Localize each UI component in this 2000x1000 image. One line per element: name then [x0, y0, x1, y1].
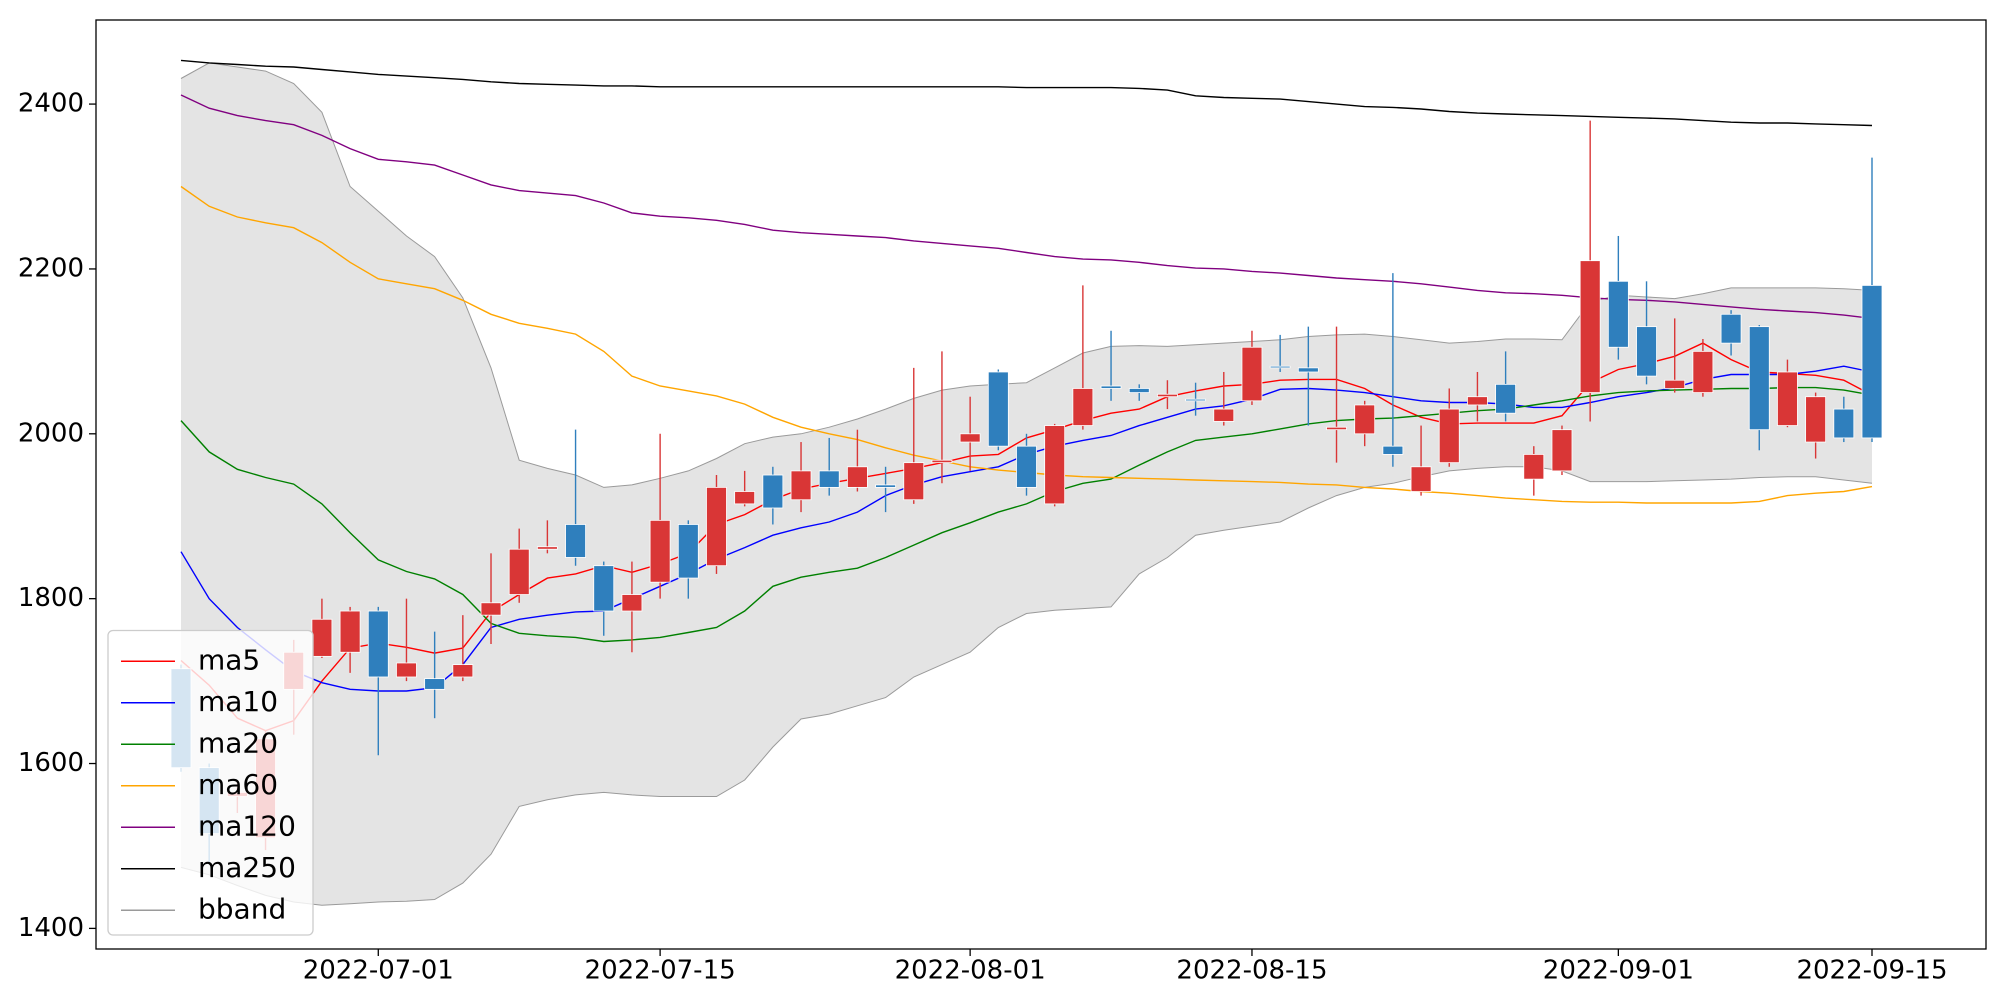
candle-body — [1636, 326, 1657, 377]
x-tick-label: 2022-08-15 — [1176, 956, 1327, 986]
x-tick-label: 2022-07-15 — [585, 956, 736, 986]
candle-body — [1777, 371, 1798, 426]
candle-body — [1297, 367, 1319, 373]
legend-box — [107, 629, 314, 936]
candle-body — [480, 602, 502, 616]
candle-body — [593, 565, 615, 612]
candle-body — [959, 433, 981, 443]
candle-body — [649, 519, 671, 583]
candle-body — [1720, 313, 1742, 344]
y-tick-label: 2400 — [18, 89, 84, 119]
candle-body — [536, 546, 558, 550]
ma-line — [180, 59, 1873, 127]
candle-body — [987, 371, 1009, 447]
candle-body — [903, 462, 925, 501]
candle-body — [1833, 408, 1855, 439]
candle-body — [677, 524, 699, 579]
candle-body — [1185, 398, 1206, 402]
candle-body — [1410, 466, 1432, 492]
candle-body — [1495, 383, 1517, 414]
candle-body — [1748, 326, 1770, 431]
candle-body — [734, 491, 756, 505]
candle-body — [452, 664, 474, 678]
legend-label: bband — [198, 892, 286, 925]
candle-body — [396, 662, 417, 678]
candle-body — [367, 610, 389, 678]
candle-body — [1044, 425, 1066, 505]
legend-label: ma10 — [198, 685, 278, 718]
candle-body — [931, 459, 953, 464]
y-tick-label: 2200 — [18, 253, 84, 283]
candle-body — [847, 466, 868, 488]
bband-line — [180, 466, 1873, 906]
candle-body — [1523, 454, 1545, 480]
candle-body — [424, 678, 446, 690]
legend-label: ma120 — [198, 809, 296, 842]
legend-label: ma250 — [198, 851, 296, 884]
candle-body — [339, 610, 361, 653]
x-tick-label: 2022-07-01 — [303, 956, 454, 986]
candle-body — [1157, 393, 1178, 398]
plot-frame — [95, 19, 1987, 950]
legend: ma5 ma10 ma20 ma60 ma120 ma250 bband — [107, 629, 314, 936]
candle-body — [706, 486, 727, 567]
candle-body — [1326, 426, 1347, 431]
candle-body — [1241, 346, 1263, 402]
legend-label: ma60 — [198, 768, 278, 801]
candle-body — [311, 618, 333, 657]
candle-body — [875, 484, 896, 488]
candle-body — [1467, 396, 1488, 406]
candle-body — [790, 470, 812, 501]
candle-body — [1072, 388, 1094, 426]
candle-body — [1607, 280, 1629, 348]
y-tick-label: 2000 — [18, 418, 84, 448]
candle-body — [1382, 445, 1404, 455]
candle-body — [508, 548, 530, 595]
legend-label: ma5 — [198, 643, 260, 676]
candle-body — [1269, 365, 1291, 369]
candle-body — [1861, 285, 1883, 439]
candle-body — [1100, 385, 1122, 389]
candle-body — [1128, 388, 1150, 393]
candle-body — [1692, 350, 1714, 393]
y-tick-label: 1400 — [18, 913, 84, 943]
candle-body — [1579, 260, 1601, 393]
y-tick-label: 1800 — [18, 583, 84, 613]
x-tick-label: 2022-08-01 — [895, 956, 1046, 986]
candle-body — [621, 594, 643, 612]
candle-body — [1805, 396, 1827, 443]
candle-body — [1016, 445, 1037, 488]
candle-body — [1213, 408, 1235, 422]
candle-body — [1438, 408, 1460, 464]
x-tick-label: 2022-09-15 — [1796, 956, 1947, 986]
candle-body — [1551, 429, 1573, 472]
candle-body — [565, 524, 586, 558]
candle-body — [1664, 379, 1686, 389]
candle-body — [818, 470, 840, 488]
candle-body — [762, 474, 784, 509]
candle-body — [1354, 404, 1376, 435]
x-tick-label: 2022-09-01 — [1543, 956, 1694, 986]
legend-label: ma20 — [198, 726, 278, 759]
y-tick-label: 1600 — [18, 748, 84, 778]
